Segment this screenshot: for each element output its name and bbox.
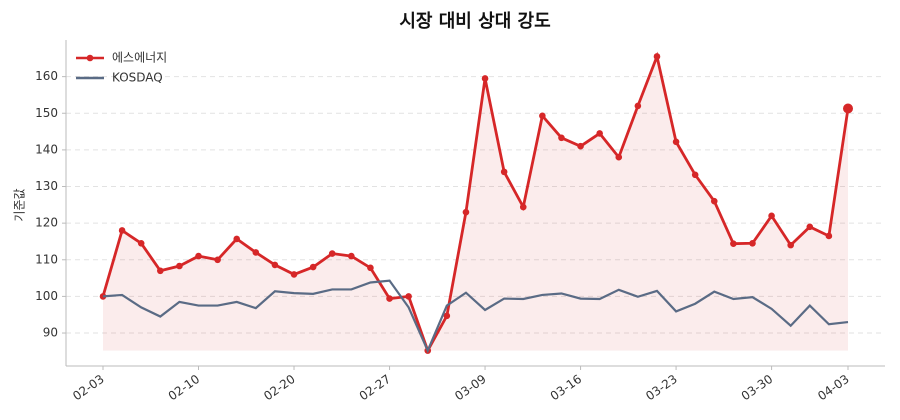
point (749, 239, 756, 247)
point (137, 239, 145, 247)
point (691, 171, 699, 179)
x-tick-label: 03-23 (643, 372, 680, 403)
y-tick-label: 150 (35, 106, 58, 120)
y-axis-label: 기준값 (13, 188, 27, 221)
x-tick-label: 04-03 (815, 372, 852, 403)
point (634, 102, 642, 110)
point (481, 75, 489, 82)
x-tick-label: 03-30 (739, 372, 776, 403)
point (195, 252, 202, 260)
area (103, 56, 848, 351)
line (102, 279, 849, 354)
point (825, 232, 833, 240)
point (672, 138, 680, 146)
point (710, 197, 718, 205)
legend-marker (86, 54, 94, 62)
y-tick-label: 130 (35, 179, 58, 193)
point (252, 249, 260, 256)
point (214, 256, 221, 264)
point (443, 312, 451, 320)
y-tick-label: 160 (35, 69, 58, 83)
point (405, 293, 412, 300)
point (768, 212, 775, 220)
point (596, 130, 603, 137)
point (233, 235, 241, 243)
point (539, 112, 546, 120)
point (290, 271, 298, 278)
y-tick-label: 140 (35, 142, 58, 156)
point (519, 203, 527, 211)
y-tick-label: 110 (35, 252, 58, 266)
y-tick-label: 90 (43, 326, 58, 340)
x-tick-label: 02-27 (357, 372, 394, 403)
point (730, 240, 737, 247)
point (348, 252, 355, 260)
y-tick-label: 100 (35, 289, 58, 303)
point (118, 227, 126, 234)
point (367, 264, 374, 272)
point (176, 262, 183, 270)
chart-title: 시장 대비 상대 강도 (399, 11, 550, 32)
point (653, 53, 661, 60)
point (615, 153, 623, 161)
point (157, 267, 164, 275)
point (787, 241, 794, 249)
legend-label: 에스에너지 (112, 51, 167, 65)
point (500, 168, 508, 176)
x-tick-label: 03-16 (548, 372, 585, 403)
point (328, 250, 336, 257)
x-tick-label: 02-03 (70, 372, 107, 403)
point (462, 208, 470, 216)
point (577, 142, 584, 150)
x-tick-label: 02-10 (166, 372, 203, 403)
point (843, 103, 853, 114)
point (386, 295, 393, 302)
legend-label: KOSDAQ (112, 71, 163, 85)
point (271, 261, 279, 269)
x-tick-label: 02-20 (261, 372, 298, 403)
y-tick-label: 120 (35, 216, 58, 230)
line (101, 51, 850, 355)
point (309, 263, 317, 271)
point (558, 134, 565, 142)
x-tick-label: 03-09 (452, 372, 489, 403)
point (806, 223, 814, 231)
